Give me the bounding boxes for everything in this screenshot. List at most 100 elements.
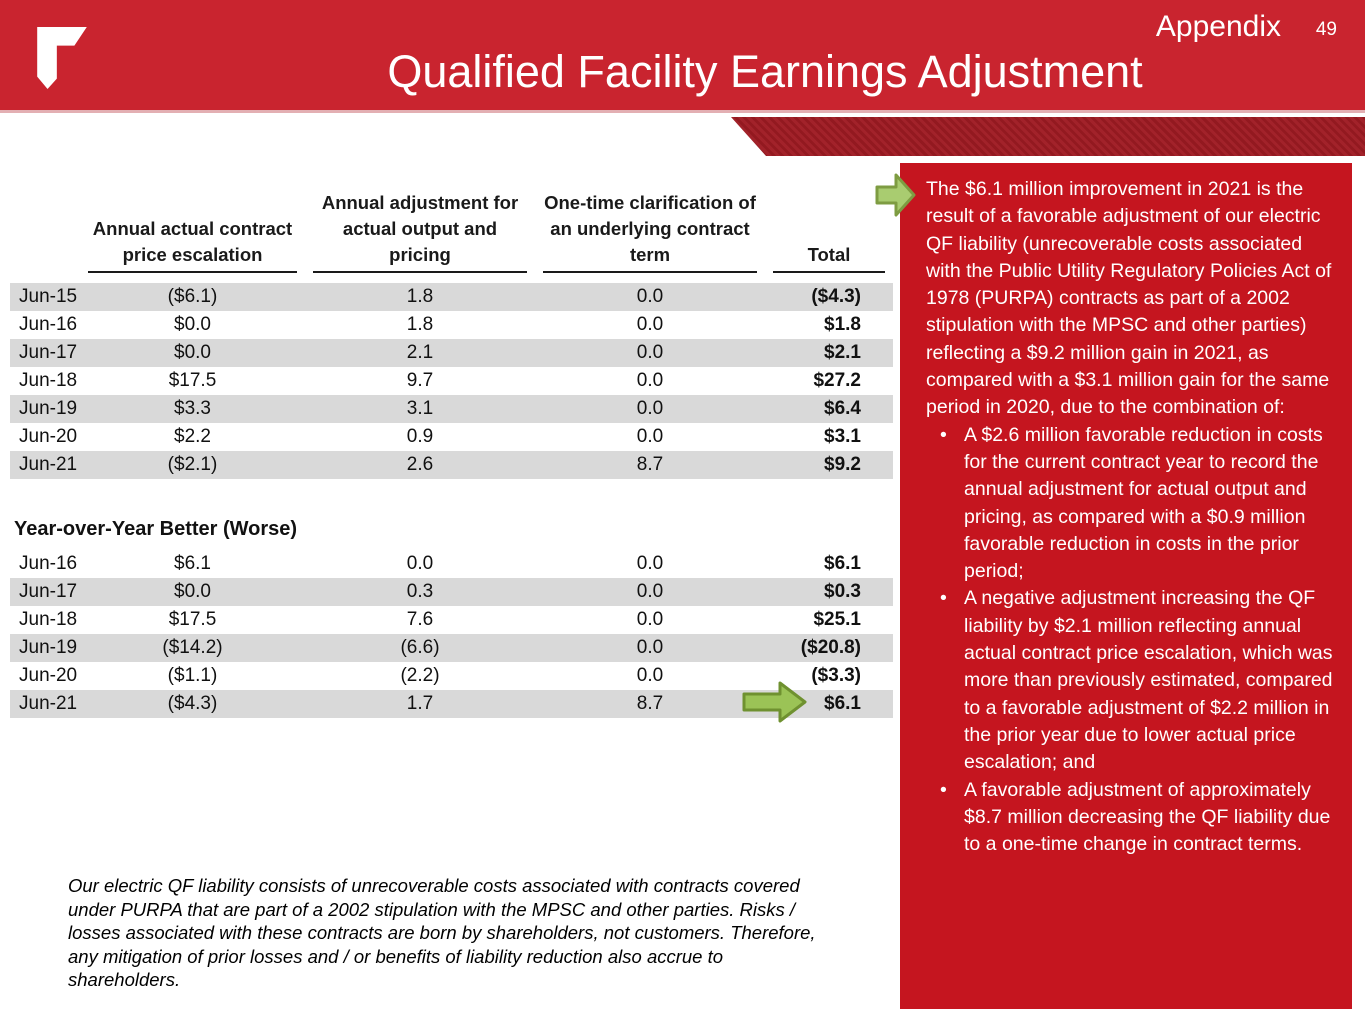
cell-escalation: ($6.1) [167,286,218,307]
cell-total: $0.3 [824,581,861,602]
cell-onetime: 0.0 [636,609,664,630]
cell-onetime: 0.0 [636,581,664,602]
bullet-text: A favorable adjustment of approximately … [964,778,1331,856]
cell-escalation: $3.3 [174,398,211,419]
cell-year: Jun-21 [19,454,78,475]
cell-total: $9.2 [824,454,861,475]
cell-onetime: 0.0 [636,426,664,447]
cell-onetime: 8.7 [636,693,664,714]
cell-onetime: 0.0 [636,370,664,391]
cell-onetime: 0.0 [636,665,664,686]
cell-escalation: ($1.1) [167,665,218,686]
column-header-onetime: One-time clarification of an underlying … [543,190,757,273]
arrow-right-icon [874,170,918,225]
cell-escalation: ($14.2) [162,637,223,658]
page-title: Qualified Facility Earnings Adjustment [387,46,1143,97]
yoy-section-label: Year-over-Year Better (Worse) [14,518,298,540]
bullet-icon: • [940,423,947,446]
column-header-year [18,270,72,273]
column-header-escalation: Annual actual contract price escalation [88,216,297,273]
page-number: 49 [1315,19,1337,40]
cell-onetime: 0.0 [636,398,664,419]
table-row: Jun-21 ($2.1) 2.6 8.7 $9.2 [10,451,893,479]
cell-output: 9.7 [406,370,434,391]
callout-intro: The $6.1 million improvement in 2021 is … [926,178,1332,419]
annual-table: Jun-15 ($6.1) 1.8 0.0 ($4.3) Jun-16 $0.0… [10,283,893,479]
cell-escalation: ($2.1) [167,454,218,475]
cell-total: ($4.3) [811,286,861,307]
cell-year: Jun-19 [19,398,78,419]
cell-escalation: $6.1 [174,553,211,574]
cell-output: 1.8 [406,314,434,335]
footnote-text: Our electric QF liability consists of un… [68,875,816,991]
cell-year: Jun-15 [19,286,78,307]
appendix-label: Appendix [1155,10,1281,43]
cell-output: 0.9 [406,426,434,447]
cell-year: Jun-17 [19,342,78,363]
table-row: Jun-16 $0.0 1.8 0.0 $1.8 [10,311,893,339]
cell-escalation: $17.5 [168,370,217,391]
cell-output: 0.3 [406,581,434,602]
cell-total: $2.1 [824,342,861,363]
accent-band [731,117,1365,156]
bullet-icon: • [940,587,947,610]
arrow-right-icon [741,679,809,730]
cell-onetime: 0.0 [636,314,664,335]
cell-onetime: 8.7 [636,454,664,475]
callout-bullets: • A $2.6 million favorable reduction in … [926,422,1334,859]
cell-total: $25.1 [813,609,861,630]
cell-year: Jun-19 [19,637,78,658]
cell-total: $1.8 [824,314,861,335]
cell-total: $27.2 [813,370,861,391]
table-row: Jun-20 $2.2 0.9 0.0 $3.1 [10,423,893,451]
list-item: • A $2.6 million favorable reduction in … [926,422,1334,586]
list-item: • A favorable adjustment of approximatel… [926,777,1334,859]
cell-year: Jun-16 [19,553,78,574]
cell-year: Jun-16 [19,314,78,335]
table-row: Jun-20 ($1.1) (2.2) 0.0 ($3.3) [10,662,893,690]
cell-year: Jun-20 [19,426,78,447]
cell-total: ($20.8) [800,637,861,658]
cell-output: 0.0 [406,553,434,574]
cell-output: 1.8 [406,286,434,307]
cell-onetime: 0.0 [636,342,664,363]
cell-output: (2.2) [400,665,440,686]
column-header-total: Total [773,242,885,273]
table-row: Jun-18 $17.5 9.7 0.0 $27.2 [10,367,893,395]
table-row: Jun-15 ($6.1) 1.8 0.0 ($4.3) [10,283,893,311]
cell-total: $6.1 [824,553,861,574]
column-header-output: Annual adjustment for actual output and … [313,190,527,273]
callout-box: The $6.1 million improvement in 2021 is … [900,163,1352,1009]
bullet-text: A negative adjustment increasing the QF … [964,587,1333,774]
cell-escalation: $0.0 [174,581,211,602]
table-row: Jun-19 $3.3 3.1 0.0 $6.4 [10,395,893,423]
yoy-table: Jun-16 $6.1 0.0 0.0 $6.1 Jun-17 $0.0 0.3… [10,550,893,718]
cell-total: ($3.3) [811,665,861,686]
list-item: • A negative adjustment increasing the Q… [926,585,1334,776]
table-row: Jun-17 $0.0 2.1 0.0 $2.1 [10,339,893,367]
bullet-text: A $2.6 million favorable reduction in co… [964,423,1323,583]
cell-onetime: 0.0 [636,553,664,574]
cell-output: 3.1 [406,398,434,419]
cell-escalation: ($4.3) [167,693,218,714]
company-logo-icon [33,27,91,94]
cell-year: Jun-21 [19,693,78,714]
cell-onetime: 0.0 [636,286,664,307]
cell-output: 2.6 [406,454,434,475]
table-row: Jun-18 $17.5 7.6 0.0 $25.1 [10,606,893,634]
cell-total: $6.1 [824,693,861,714]
cell-total: $6.4 [824,398,861,419]
cell-year: Jun-18 [19,370,78,391]
table-row: Jun-16 $6.1 0.0 0.0 $6.1 [10,550,893,578]
header-bar: Qualified Facility Earnings Adjustment A… [0,0,1365,113]
cell-output: 2.1 [406,342,434,363]
table-header-row: Annual actual contract price escalation … [10,190,893,273]
cell-output: 7.6 [406,609,434,630]
cell-output: (6.6) [400,637,440,658]
cell-year: Jun-17 [19,581,78,602]
cell-escalation: $17.5 [168,609,217,630]
cell-year: Jun-20 [19,665,78,686]
cell-year: Jun-18 [19,609,78,630]
cell-output: 1.7 [406,693,434,714]
